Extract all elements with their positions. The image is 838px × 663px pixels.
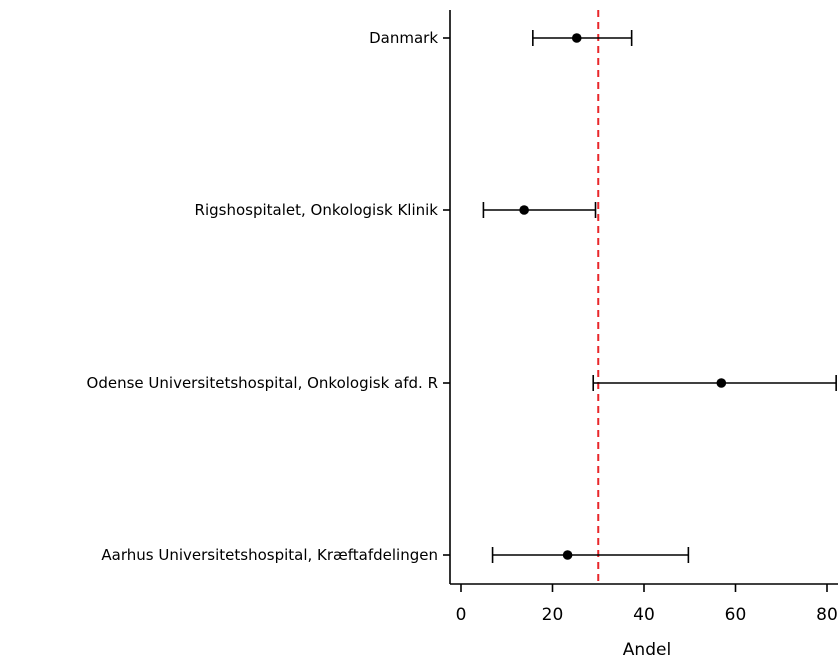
category-label: Aarhus Universitetshospital, Kræftafdeli… — [101, 546, 438, 564]
x-tick-label: 20 — [542, 605, 564, 625]
x-tick-label: 40 — [633, 605, 655, 625]
x-axis-title: Andel — [623, 640, 671, 660]
point-estimate — [716, 378, 727, 388]
point-estimate — [571, 33, 582, 43]
x-tick-label: 0 — [456, 605, 467, 625]
category-label: Danmark — [369, 29, 438, 47]
x-tick-label: 80 — [816, 605, 838, 625]
category-label: Rigshospitalet, Onkologisk Klinik — [195, 201, 439, 219]
category-label: Odense Universitetshospital, Onkologisk … — [87, 374, 438, 392]
point-estimate — [519, 205, 529, 215]
point-estimate — [562, 550, 573, 560]
plot-area: 0 20 40 60 80 Danmark Rigshospitalet, Onkologi… — [87, 10, 838, 625]
x-tick-label: 60 — [725, 605, 747, 625]
